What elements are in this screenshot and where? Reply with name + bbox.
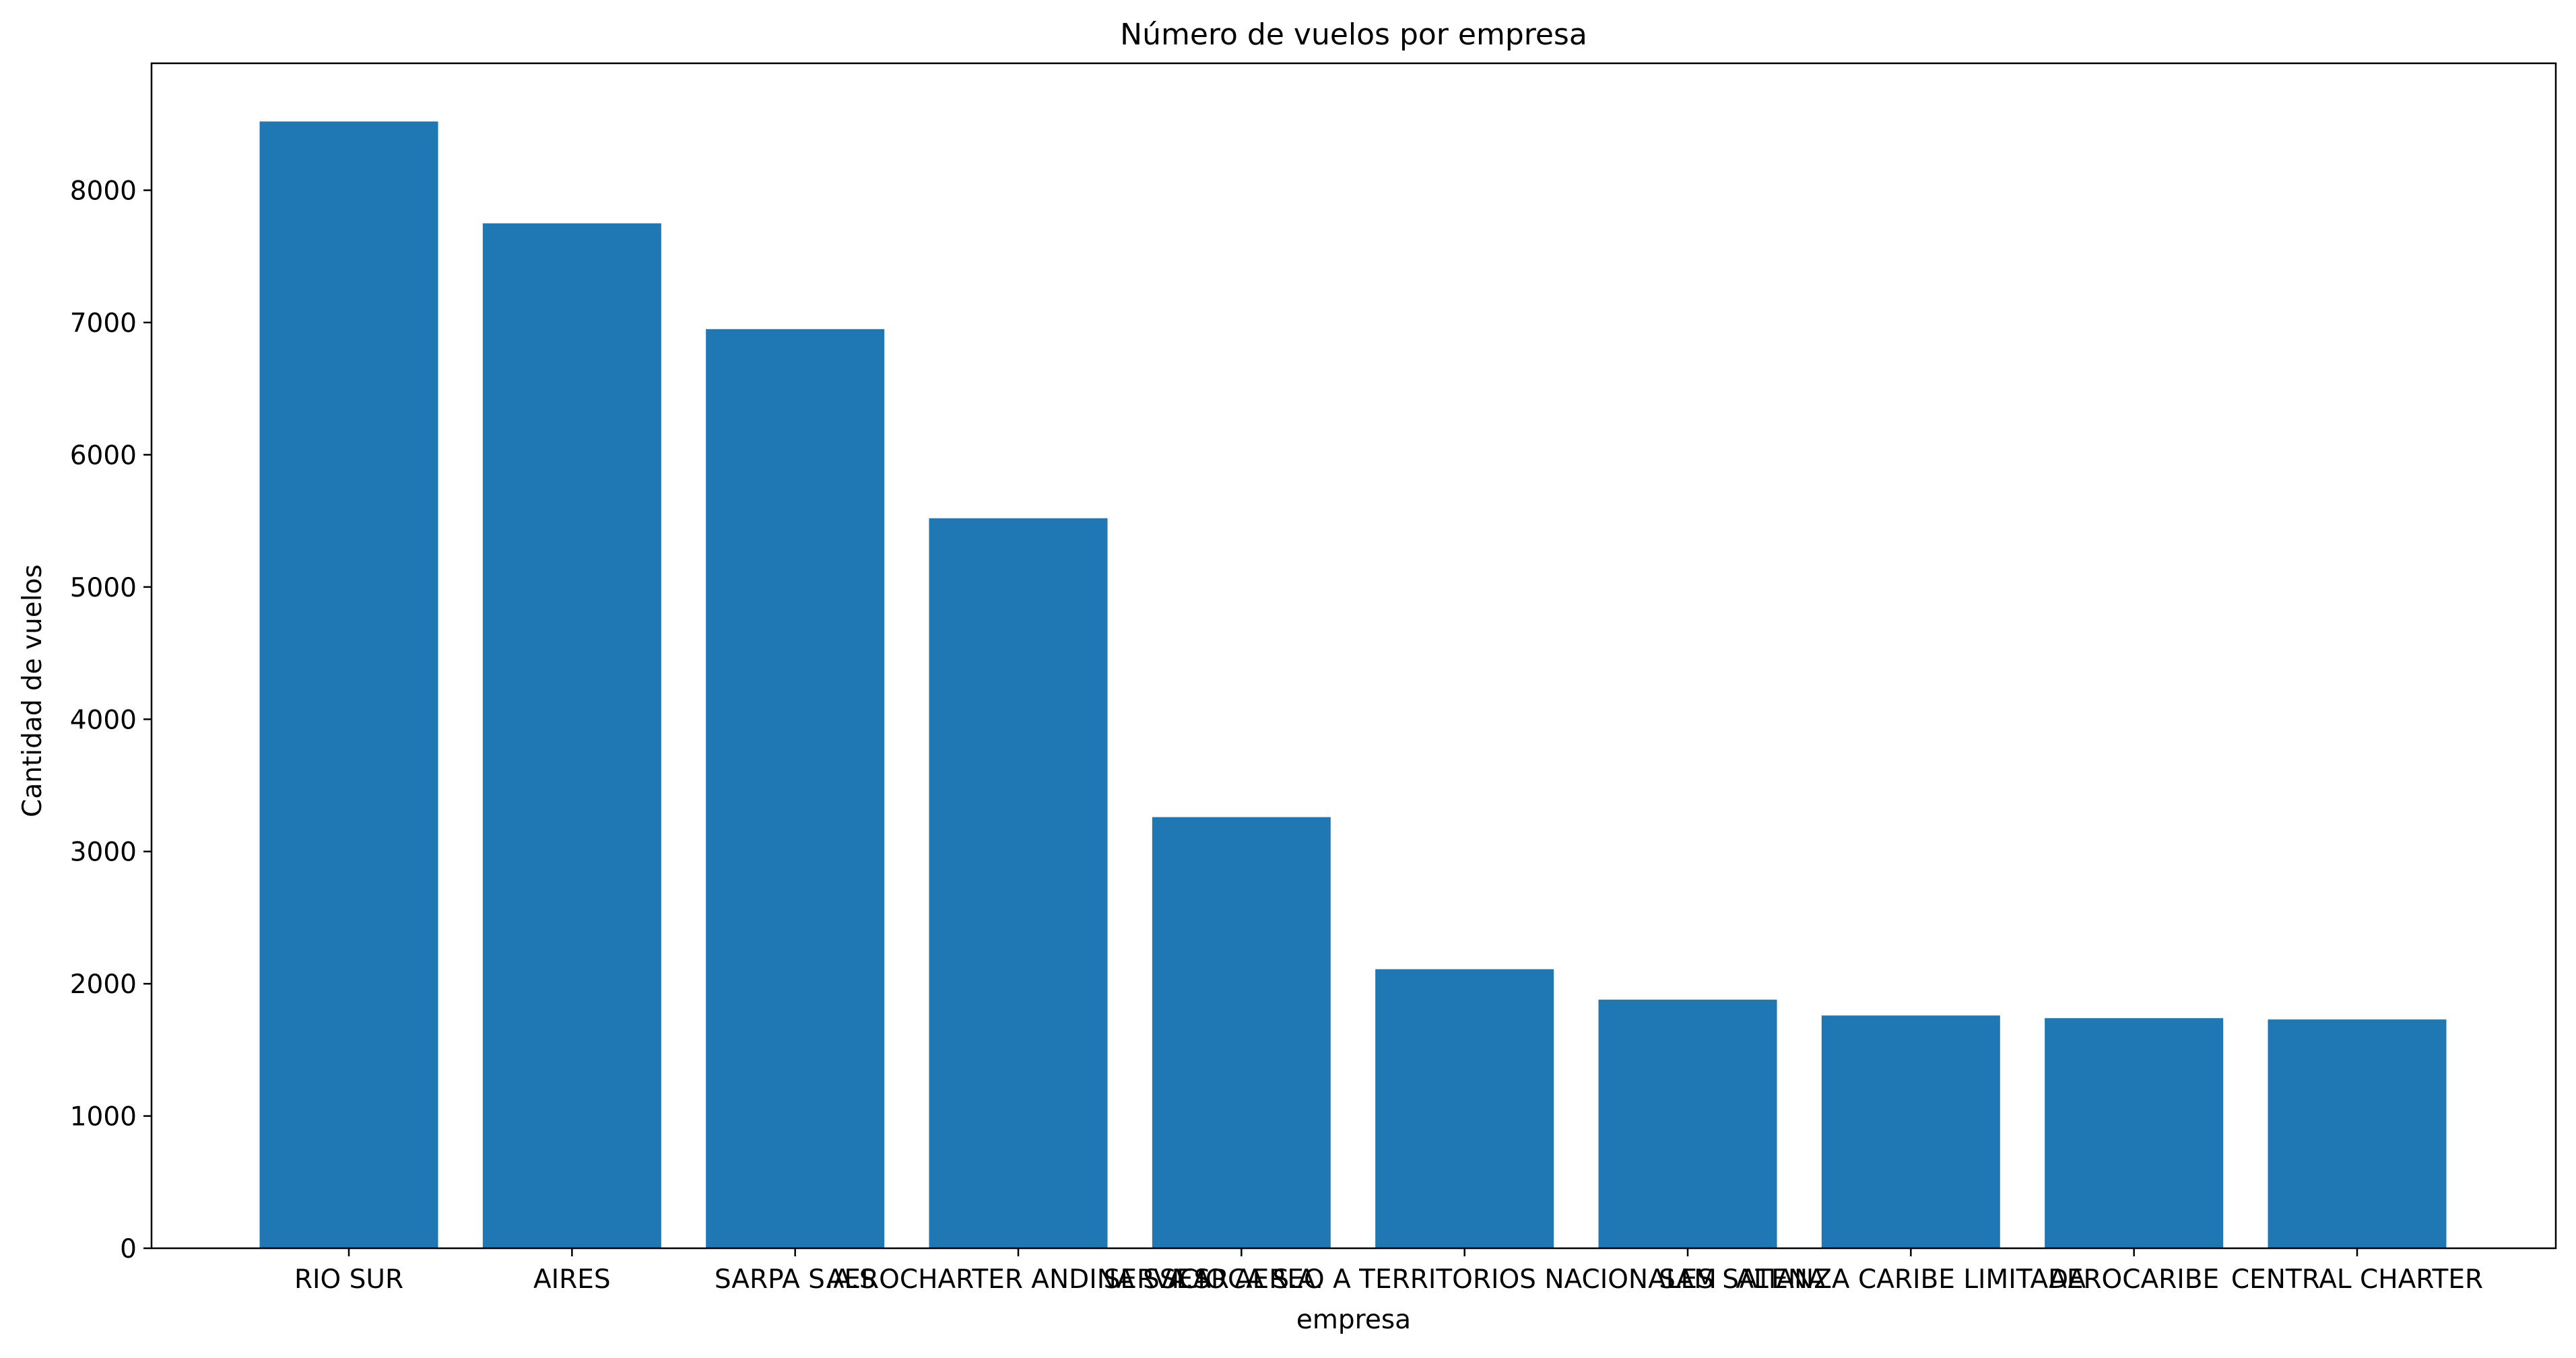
bar-2 bbox=[482, 223, 661, 1248]
bar-8 bbox=[1821, 1015, 2000, 1248]
x-tick-label: SARPA S.A.S bbox=[715, 1264, 876, 1295]
x-tick-label: SERVICIO AEREO A TERRITORIOS NACIONALES … bbox=[1104, 1264, 1826, 1295]
x-tick-label: CENTRAL CHARTER bbox=[2231, 1264, 2483, 1295]
x-tick-label: RIO SUR bbox=[294, 1264, 403, 1295]
bar-1 bbox=[259, 121, 438, 1248]
y-tick-label: 6000 bbox=[70, 440, 137, 471]
x-tick-label: AEROCARIBE bbox=[2049, 1264, 2219, 1295]
bar-7 bbox=[1598, 999, 1777, 1248]
y-axis-label: Cantidad de vuelos bbox=[18, 564, 48, 817]
y-tick-label: 1000 bbox=[70, 1102, 137, 1132]
bars bbox=[259, 121, 2447, 1249]
x-tick-label: SEARCA S.A. bbox=[1160, 1264, 1323, 1295]
bar-10 bbox=[2268, 1019, 2447, 1248]
plot-frame bbox=[150, 62, 2557, 1250]
bar-5 bbox=[1152, 817, 1331, 1248]
x-axis-label: empresa bbox=[1296, 1305, 1411, 1335]
y-tick-label: 0 bbox=[120, 1234, 137, 1264]
chart-title: Número de vuelos por empresa bbox=[1120, 18, 1587, 52]
y-tick-label: 7000 bbox=[70, 308, 137, 339]
y-axis-ticks: 0 1000 2000 3000 4000 5000 6000 7000 8000 bbox=[70, 176, 152, 1264]
bar-6 bbox=[1375, 969, 1554, 1248]
x-tick-label: AEROCHARTER ANDINA S.A.S bbox=[826, 1264, 1211, 1295]
bar-4 bbox=[929, 518, 1108, 1248]
y-tick-label: 4000 bbox=[70, 705, 137, 735]
y-tick-label: 3000 bbox=[70, 838, 137, 868]
bar-3 bbox=[706, 329, 885, 1249]
x-tick-label: SAM bbox=[1659, 1264, 1717, 1295]
y-tick-label: 8000 bbox=[70, 176, 137, 207]
y-tick-label: 2000 bbox=[70, 970, 137, 1000]
bar-9 bbox=[2045, 1018, 2224, 1248]
x-tick-label: ALIANZA CARIBE LIMITADA bbox=[1736, 1264, 2086, 1295]
x-tick-label: AIRES bbox=[533, 1264, 611, 1295]
y-tick-label: 5000 bbox=[70, 573, 137, 603]
